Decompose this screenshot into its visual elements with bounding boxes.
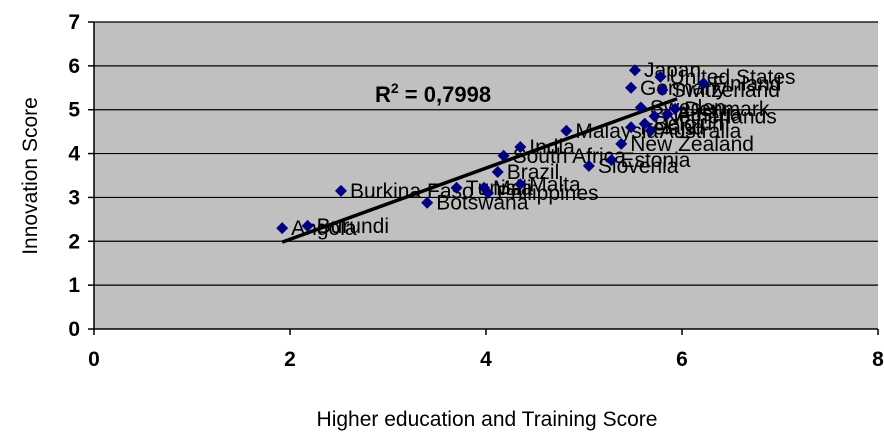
axes <box>88 21 879 335</box>
data-point <box>634 101 647 114</box>
data-point <box>638 117 651 130</box>
data-point <box>648 110 661 123</box>
point-label: Malta <box>529 173 581 196</box>
point-label: New Zealand <box>630 133 754 156</box>
data-point <box>669 102 682 115</box>
point-label: Estonia <box>620 149 690 172</box>
y-tick-labels: 0 1 2 3 4 5 6 7 <box>68 11 80 341</box>
x-tick-labels: 0 2 4 6 8 <box>88 348 884 371</box>
data-point <box>334 184 347 197</box>
point-label: South Africa <box>513 145 627 168</box>
data-point <box>481 187 494 200</box>
data-point <box>276 222 289 235</box>
point-label: Denmark <box>684 98 770 121</box>
data-point <box>625 121 638 134</box>
point-label: Ireland <box>640 116 704 139</box>
data-point <box>628 64 641 77</box>
data-point <box>605 154 618 167</box>
data-point <box>491 165 504 178</box>
point-label: Slovenia <box>598 155 679 178</box>
point-label: Brazil <box>507 161 560 184</box>
point-label: Austria <box>676 103 742 126</box>
y-tick-label: 3 <box>68 186 80 209</box>
y-tick-label: 7 <box>68 11 80 34</box>
point-label: Malaysia <box>575 120 658 143</box>
x-tick-label: 8 <box>872 348 884 371</box>
point-labels: AngolaBurundiBurkina FasoBotswanaTunisia… <box>291 59 795 240</box>
trendline <box>281 97 678 244</box>
y-tick-label: 5 <box>68 99 80 122</box>
point-label: Tunisia <box>466 177 533 200</box>
data-point <box>582 159 595 172</box>
data-point <box>656 83 669 96</box>
data-markers <box>276 64 710 235</box>
x-tick-label: 2 <box>284 348 296 371</box>
y-tick-label: 0 <box>68 318 80 341</box>
data-point <box>625 81 638 94</box>
point-label: Australia <box>660 120 742 143</box>
data-point <box>301 219 314 232</box>
y-tick-label: 6 <box>68 55 80 78</box>
x-tick-label: 4 <box>480 348 492 371</box>
x-tick-label: 6 <box>676 348 688 371</box>
gridlines <box>94 21 878 286</box>
data-point <box>450 181 463 194</box>
point-label: Belgium <box>654 113 730 136</box>
x-axis-title: Higher education and Training Score <box>317 408 658 431</box>
point-label: Botswana <box>436 192 529 215</box>
y-tick-label: 4 <box>68 143 80 166</box>
data-point <box>615 137 628 150</box>
data-point <box>514 178 527 191</box>
y-axis-title: Innovation Score <box>19 97 42 255</box>
point-label: Burundi <box>317 215 389 238</box>
data-point <box>514 140 527 153</box>
x-tick-label: 0 <box>88 348 100 371</box>
data-point <box>661 108 674 121</box>
data-point <box>654 70 667 83</box>
plot-area <box>94 22 878 329</box>
data-point <box>644 124 657 137</box>
point-label: Netherlands <box>664 105 777 128</box>
data-point <box>497 149 510 162</box>
data-point <box>560 124 573 137</box>
y-tick-label: 2 <box>68 230 80 253</box>
point-label: Switzerland <box>671 79 780 102</box>
y-tick-label: 1 <box>68 274 80 297</box>
data-point <box>421 196 434 209</box>
r-squared-annotation: R2 = 0,7998 <box>375 80 491 107</box>
data-point <box>697 77 710 90</box>
point-label: Finland <box>713 72 782 95</box>
